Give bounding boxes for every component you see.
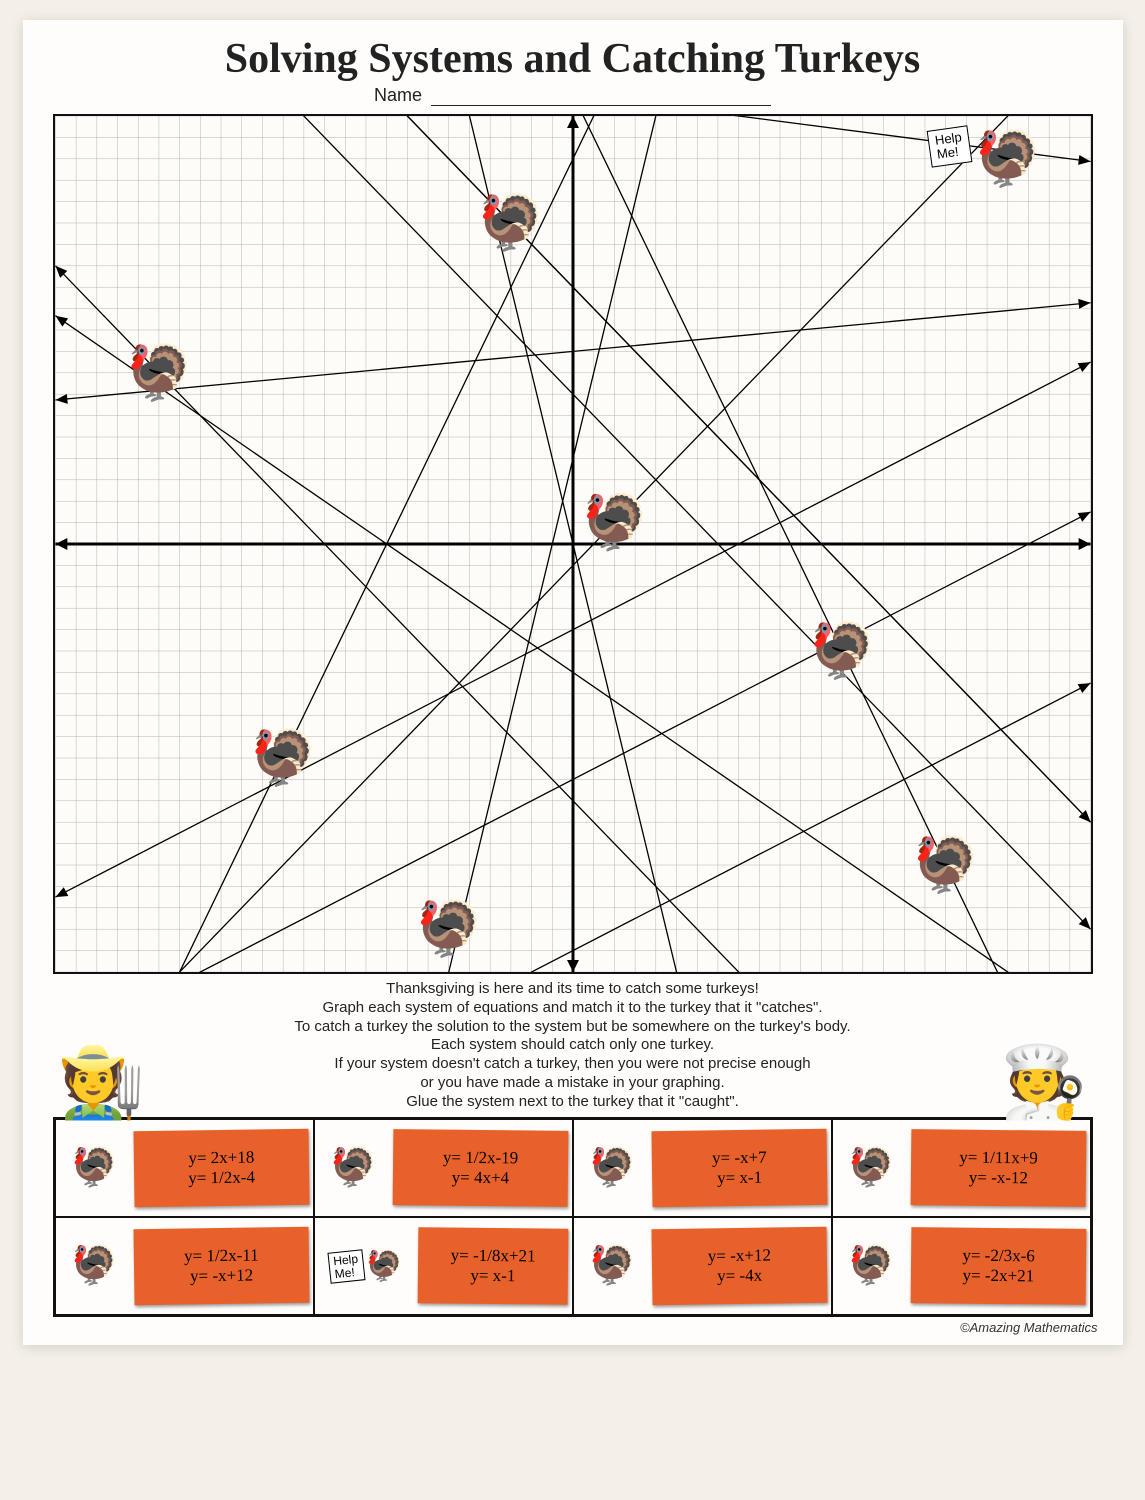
svg-text:🦃: 🦃 [808,620,875,681]
help-me-sign: HelpMe! [927,125,972,167]
equation-1: y= 2x+18 [188,1148,254,1169]
name-label: Name [374,85,422,105]
svg-text:🦃: 🦃 [477,192,544,253]
answer-cell: 🦃y= 1/2x-19y= 4x+4 [314,1119,573,1217]
answer-cell: 🦃y= 1/2x-11y= -x+12 [55,1217,314,1315]
instruction-line: Glue the system next to the turkey that … [168,1093,978,1112]
equation-2: y= x-1 [470,1266,515,1286]
answer-grid: 🦃y= 2x+18y= 1/2x-4🦃y= 1/2x-19y= 4x+4🦃y= … [53,1117,1093,1317]
answer-cell: 🦃y= -2/3x-6y= -2x+21 [832,1217,1091,1315]
equation-1: y= 1/2x-11 [183,1246,258,1267]
equation-card: y= 1/2x-19y= 4x+4 [392,1129,568,1207]
equation-2: y= x-1 [717,1168,762,1189]
equation-2: y= 1/2x-4 [188,1168,255,1189]
graph-svg: 🦃 🦃 🦃 🦃 🦃 🦃 🦃 🦃 [55,116,1091,972]
equation-1: y= -x+12 [707,1246,770,1267]
turkey-icon: 🦃 [60,1126,130,1211]
instruction-line: To catch a turkey the solution to the sy… [168,1018,978,1037]
turkey-icon: 🦃 [319,1126,389,1211]
turkey-icon: 🦃 [60,1224,130,1309]
answer-cell: 🦃y= -x+12y= -4x [573,1217,832,1315]
turkey-icon: 🦃 [837,1224,907,1309]
pilgrim-left-icon: 🧑‍🌾 [58,1047,145,1117]
equation-card: y= -x+7y= x-1 [651,1129,827,1207]
answer-cell: Help Me!🦃y= -1/8x+21y= x-1 [314,1217,573,1315]
answer-cell: 🦃y= -x+7y= x-1 [573,1119,832,1217]
equation-1: y= 1/11x+9 [959,1148,1038,1169]
pilgrim-right-icon: 🧑‍🍳 [1000,1047,1087,1117]
turkey-icon: Help Me!🦃 [319,1224,414,1309]
instruction-line: or you have made a mistake in your graph… [168,1074,978,1093]
svg-text:🦃: 🦃 [974,128,1041,189]
answer-cell: 🦃y= 1/11x+9y= -x-12 [832,1119,1091,1217]
svg-text:🦃: 🦃 [249,727,316,788]
instruction-line: Each system should catch only one turkey… [168,1036,978,1055]
name-blank-line[interactable] [431,105,771,106]
equation-2: y= -x-12 [968,1168,1027,1189]
name-row: Name [48,85,1098,106]
svg-text:🦃: 🦃 [580,492,647,553]
instruction-line: Thanksgiving is here and its time to cat… [168,980,978,999]
equation-2: y= 4x+4 [451,1168,509,1189]
svg-text:🦃: 🦃 [125,342,192,403]
equation-1: y= 1/2x-19 [442,1148,517,1169]
instructions-block: 🧑‍🌾 Thanksgiving is here and its time to… [168,980,978,1111]
answer-cell: 🦃y= 2x+18y= 1/2x-4 [55,1119,314,1217]
equation-2: y= -4x [717,1266,762,1287]
equation-card: y= -2/3x-6y= -2x+21 [910,1227,1086,1305]
equation-card: y= -1/8x+21y= x-1 [417,1227,568,1305]
equation-1: y= -1/8x+21 [450,1246,535,1267]
equation-card: y= 1/2x-11y= -x+12 [133,1227,309,1305]
worksheet-page: Solving Systems and Catching Turkeys Nam… [23,20,1123,1345]
turkey-icon: 🦃 [578,1126,648,1211]
equation-card: y= -x+12y= -4x [651,1227,827,1305]
equation-1: y= -x+7 [711,1148,766,1169]
turkey-icon: 🦃 [837,1126,907,1211]
coordinate-graph: 🦃 🦃 🦃 🦃 🦃 🦃 🦃 🦃 HelpMe! [53,114,1093,974]
svg-text:🦃: 🦃 [415,898,482,959]
equation-2: y= -x+12 [189,1266,252,1287]
equation-card: y= 2x+18y= 1/2x-4 [133,1129,309,1207]
turkey-icon: 🦃 [578,1224,648,1309]
svg-text:🦃: 🦃 [912,834,979,895]
instruction-line: If your system doesn't catch a turkey, t… [168,1055,978,1074]
page-title: Solving Systems and Catching Turkeys [48,35,1098,83]
equation-1: y= -2/3x-6 [962,1246,1035,1267]
instruction-line: Graph each system of equations and match… [168,999,978,1018]
copyright-text: ©Amazing Mathematics [48,1320,1098,1335]
equation-2: y= -2x+21 [962,1266,1034,1287]
equation-card: y= 1/11x+9y= -x-12 [910,1129,1086,1207]
